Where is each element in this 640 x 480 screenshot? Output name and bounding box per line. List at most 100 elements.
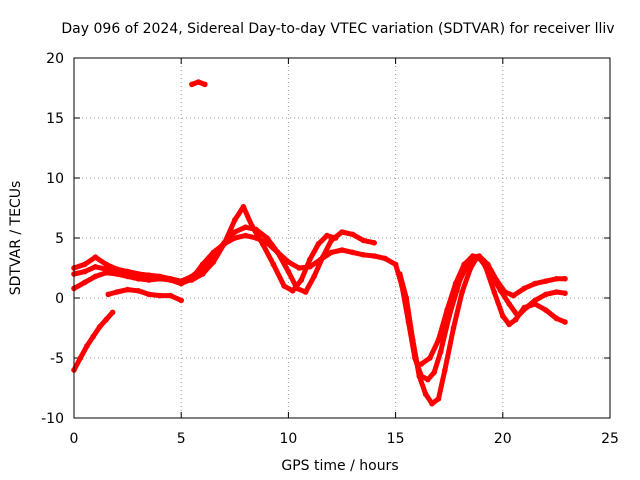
x-tick-label: 15 [387, 431, 405, 447]
data-point [418, 361, 425, 367]
data-point [178, 280, 184, 287]
data-series [71, 79, 568, 407]
y-tick-label: -10 [41, 411, 64, 427]
data-point [90, 333, 97, 340]
data-point [562, 276, 568, 282]
data-point [103, 316, 109, 323]
data-point [427, 355, 433, 361]
data-point [437, 349, 444, 355]
data-point [199, 261, 206, 268]
data-point [114, 267, 120, 274]
y-tick-label: 5 [55, 231, 64, 247]
data-point [542, 307, 549, 313]
data-point [103, 266, 109, 273]
data-point [497, 288, 504, 294]
data-point [232, 235, 238, 241]
data-point [199, 271, 206, 277]
data-point [521, 285, 527, 292]
y-axis-label: SDTVAR / TECUs [8, 181, 24, 296]
data-point [281, 283, 287, 289]
data-point [105, 291, 112, 298]
y-tick-label: -5 [50, 351, 64, 367]
data-point [521, 304, 527, 311]
data-point [178, 297, 184, 304]
data-point [532, 280, 538, 287]
data-point [510, 292, 517, 299]
data-point [467, 265, 474, 271]
data-point [157, 274, 163, 281]
data-point [253, 226, 259, 233]
data-point [124, 286, 131, 293]
data-point [157, 292, 163, 299]
data-point [77, 355, 84, 361]
data-point [210, 249, 217, 256]
data-point [532, 301, 538, 307]
data-point [562, 319, 568, 325]
data-point [135, 271, 142, 277]
x-tick-labels: 0 5 10 15 20 25 [70, 431, 619, 447]
data-point [285, 268, 292, 275]
data-point [114, 289, 120, 295]
data-point [124, 273, 131, 280]
data-point [92, 264, 99, 270]
data-point [135, 276, 142, 282]
data-point [328, 249, 335, 256]
x-tick-label: 25 [601, 431, 619, 447]
y-tick-label: 15 [46, 111, 64, 127]
data-point [452, 280, 459, 287]
chart-title: Day 096 of 2024, Sidereal Day-to-day VTE… [61, 21, 614, 37]
data-point [392, 261, 399, 268]
data-point [202, 81, 208, 88]
data-point [382, 255, 388, 262]
data-point [146, 273, 152, 280]
data-point [298, 277, 305, 283]
y-tick-label: 20 [46, 51, 64, 67]
data-point [425, 376, 431, 383]
data-point [317, 256, 324, 263]
data-point [442, 367, 448, 373]
data-point [81, 268, 88, 275]
data-point [349, 249, 356, 256]
data-point [296, 265, 302, 271]
data-point [84, 343, 90, 349]
data-point [371, 240, 378, 246]
y-tick-labels: -10 -5 0 5 10 15 20 [41, 51, 64, 427]
data-point [542, 291, 549, 298]
x-axis-label: GPS time / hours [281, 458, 398, 474]
grid-lines [74, 58, 610, 418]
data-point [264, 235, 270, 241]
data-point [167, 292, 174, 299]
data-point [242, 232, 249, 239]
data-point [221, 241, 227, 247]
data-point [264, 240, 270, 246]
data-point [135, 288, 142, 294]
data-point [500, 313, 506, 319]
data-point [429, 400, 435, 407]
data-point [103, 261, 109, 268]
data-point [285, 259, 292, 265]
data-point [328, 237, 335, 244]
data-point [444, 307, 450, 313]
data-point [482, 264, 489, 270]
data-point [311, 273, 317, 280]
data-point [307, 264, 313, 270]
y-tick-label: 0 [55, 291, 64, 307]
data-point [542, 278, 549, 285]
data-point [461, 261, 468, 268]
data-point [422, 391, 429, 397]
data-point [470, 253, 476, 259]
data-point [315, 241, 322, 247]
data-point [232, 229, 238, 235]
x-tick-label: 20 [494, 431, 512, 447]
data-point [431, 369, 438, 376]
data-point [232, 217, 238, 223]
data-point [410, 337, 416, 343]
data-point [253, 235, 259, 241]
y-tick-label: 10 [46, 171, 64, 187]
data-point [195, 79, 202, 85]
data-point [92, 254, 99, 260]
data-point [450, 325, 457, 331]
data-point [553, 315, 560, 322]
data-point [339, 247, 345, 253]
